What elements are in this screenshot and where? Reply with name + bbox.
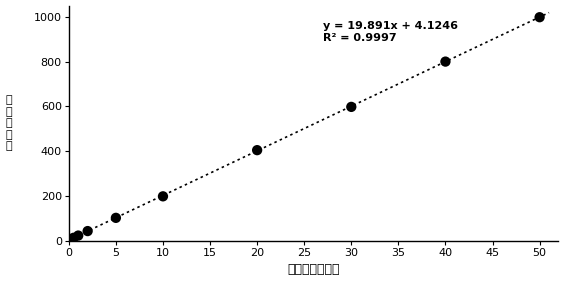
Point	[158, 194, 168, 199]
Point	[253, 148, 262, 152]
Point	[111, 216, 120, 220]
Point	[441, 59, 450, 64]
Point	[83, 229, 92, 233]
Y-axis label: 数
荧
光
强
度: 数 荧 光 强 度	[6, 95, 12, 151]
Point	[535, 15, 544, 19]
Point	[347, 105, 356, 109]
Point	[69, 235, 78, 240]
X-axis label: 荧光聚合物浓度: 荧光聚合物浓度	[288, 263, 340, 276]
Point	[74, 233, 83, 238]
Text: y = 19.891x + 4.1246
R² = 0.9997: y = 19.891x + 4.1246 R² = 0.9997	[323, 21, 458, 43]
